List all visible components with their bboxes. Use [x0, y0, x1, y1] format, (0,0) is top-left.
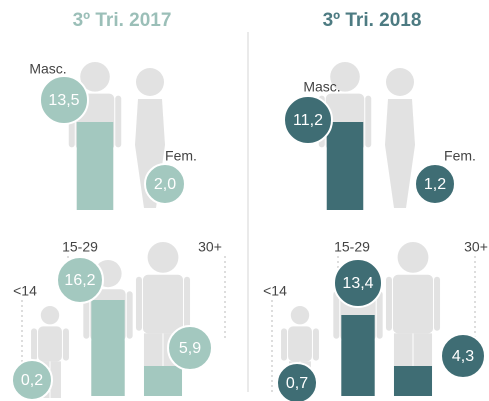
male-label: Masc.	[303, 79, 340, 95]
female-label: Fem.	[165, 148, 197, 164]
arm	[127, 291, 133, 339]
panel: 3º Tri. 2018 Masc. 11,2 Fem. 1,2 <14 0,7 15-29 1…	[263, 10, 488, 401]
value-label: 13,4	[342, 275, 373, 292]
arm	[386, 277, 392, 331]
panel-title: 3º Tri. 2018	[323, 10, 422, 31]
colored-part	[77, 122, 113, 210]
male-label: Masc.	[29, 61, 66, 77]
value-label: 0,2	[21, 372, 43, 389]
value-label: 11,2	[293, 112, 323, 129]
arm	[365, 96, 371, 148]
value-label: 1,2	[424, 176, 446, 193]
colored-part	[394, 366, 432, 396]
arm	[281, 328, 287, 360]
arm	[434, 277, 440, 331]
torso	[393, 275, 433, 334]
head	[136, 68, 164, 96]
female-label: Fem.	[444, 148, 476, 164]
value-label: 16,2	[64, 272, 95, 289]
colored-part	[341, 315, 374, 396]
arm	[136, 277, 142, 331]
panel: 3º Tri. 2017 Masc. 13,5 Fem. 2,0 <14 0,2 15-29 1…	[12, 10, 225, 400]
head	[386, 68, 414, 96]
age-label: 30+	[464, 239, 488, 255]
head	[148, 242, 179, 273]
age-label: 15-29	[334, 239, 370, 255]
head	[291, 306, 309, 324]
arm	[115, 96, 121, 148]
infographic: 3º Tri. 2017 Masc. 13,5 Fem. 2,0 <14 0,2 15-29 1…	[0, 0, 489, 401]
head	[398, 242, 429, 273]
colored-part	[327, 122, 363, 210]
age-label: <14	[263, 283, 287, 299]
value-label: 4,3	[452, 348, 474, 365]
age-label: 30+	[198, 239, 222, 255]
page: {"panels": [ {"title": "3º Tri. 2017", "…	[0, 0, 489, 401]
head	[41, 306, 59, 324]
torso	[38, 326, 62, 361]
arm	[313, 328, 319, 360]
torso	[288, 326, 312, 361]
colored-part	[91, 300, 124, 396]
colored-part	[144, 366, 182, 396]
value-label: 2,0	[154, 176, 176, 193]
arm	[184, 277, 190, 331]
value-label: 0,7	[286, 375, 308, 392]
arm	[31, 328, 37, 360]
panel-title: 3º Tri. 2017	[73, 10, 172, 31]
body	[385, 99, 415, 208]
age-label: 15-29	[62, 239, 98, 255]
torso	[143, 275, 183, 334]
value-label: 13,5	[48, 92, 79, 109]
age-label: <14	[13, 283, 37, 299]
value-label: 5,9	[179, 340, 201, 357]
arm	[63, 328, 69, 360]
